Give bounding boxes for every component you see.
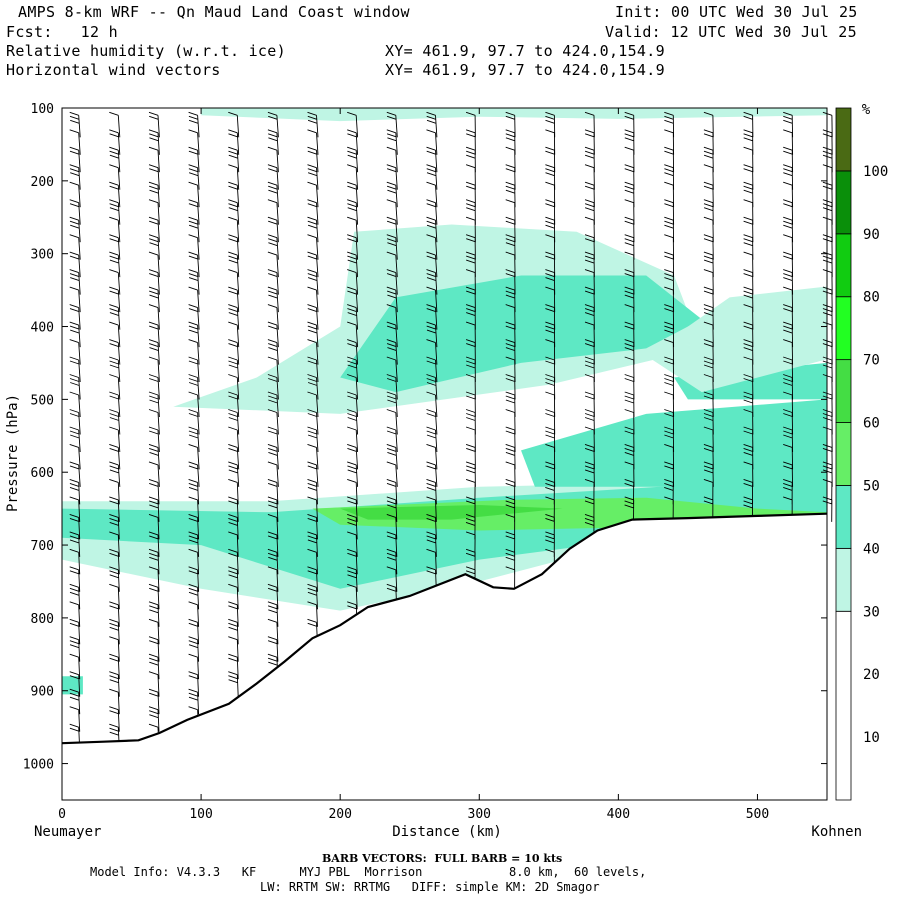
x-tick-label-100: 100	[189, 807, 212, 822]
x-right-label: Kohnen	[811, 824, 862, 840]
axes-layer: 0 100 200 300 400 500 100 200 300 400 500 600 700 800…	[23, 102, 828, 822]
footer-physics: LW: RRTM SW: RRTMG DIFF: simple KM: 2D S…	[260, 880, 600, 894]
colorbar-swatch-7	[835, 170, 852, 235]
header-init: Init: 00 UTC Wed 30 Jul 25	[615, 3, 858, 21]
colorbar-swatch-6	[835, 233, 852, 298]
rh-region-6	[521, 399, 827, 487]
x-tick-label-400: 400	[607, 807, 630, 822]
colorbar-swatch-4	[835, 359, 852, 423]
terrain-fill	[62, 513, 827, 800]
x-left-label: Neumayer	[34, 824, 101, 840]
x-axis-label: Distance (km)	[392, 824, 502, 840]
colorbar-swatch-8	[835, 107, 852, 172]
header-xy2: XY= 461.9, 97.7 to 424.0,154.9	[385, 61, 665, 79]
colorbar-tick-60: 60	[863, 416, 880, 432]
y-tick-label-600: 600	[31, 466, 54, 481]
rh-region-5	[340, 275, 702, 393]
footer-barb-note: BARB VECTORS: FULL BARB = 10 kts	[322, 852, 563, 865]
plot-frame	[61, 107, 828, 801]
colorbar-tick-20: 20	[863, 667, 880, 683]
colorbar-tick-50: 50	[863, 478, 880, 494]
rh-region-8	[646, 286, 827, 393]
header-field2: Horizontal wind vectors	[6, 61, 221, 79]
y-tick-label-500: 500	[31, 393, 54, 408]
x-tick-label-200: 200	[328, 807, 351, 822]
colorbar-tick-70: 70	[863, 353, 880, 369]
header-field1: Relative humidity (w.r.t. ice)	[6, 42, 286, 60]
y-tick-label-400: 400	[31, 321, 54, 336]
colorbar-tick-90: 90	[863, 227, 880, 243]
header-xy1: XY= 461.9, 97.7 to 424.0,154.9	[385, 42, 665, 60]
colorbar-tick-40: 40	[863, 541, 880, 557]
colorbar-tick-80: 80	[863, 290, 880, 306]
header-forecast: Fcst: 12 h	[6, 23, 118, 41]
rh-region-10	[62, 676, 83, 695]
terrain-layer	[61, 512, 828, 800]
colorbar-tick-100: 100	[863, 164, 888, 180]
header-title: AMPS 8-km WRF -- Qn Maud Land Coast wind…	[18, 3, 410, 21]
y-tick-label-300: 300	[31, 248, 54, 263]
y-tick-label-1000: 1000	[23, 758, 54, 773]
y-tick-label-700: 700	[31, 539, 54, 554]
x-tick-label-500: 500	[746, 807, 769, 822]
colorbar-swatch-5	[835, 296, 852, 361]
wind-barb-layer	[69, 111, 833, 750]
y-tick-label-100: 100	[31, 102, 54, 117]
colorbar: 10 20 30 40 50 60 70 80 90 100	[835, 107, 888, 801]
y-tick-label-200: 200	[31, 175, 54, 190]
x-tick-label-300: 300	[468, 807, 491, 822]
colorbar-tick-10: 10	[863, 730, 880, 746]
colorbar-tick-30: 30	[863, 604, 880, 620]
header-valid: Valid: 12 UTC Wed 30 Jul 25	[605, 23, 857, 41]
rh-region-9	[201, 108, 828, 122]
terrain-line	[61, 512, 828, 745]
y-axis-label: Pressure (hPa)	[5, 394, 21, 512]
colorbar-swatch-3	[835, 422, 852, 486]
wind-barbs	[69, 111, 833, 750]
colorbar-swatch-0	[835, 610, 852, 801]
y-tick-label-800: 800	[31, 612, 54, 627]
colorbar-unit: %	[862, 102, 871, 118]
x-tick-label-0: 0	[58, 807, 66, 822]
y-tick-label-900: 900	[31, 685, 54, 700]
colorbar-swatch-1	[835, 547, 852, 612]
footer-model-info: Model Info: V4.3.3 KF MYJ PBL Morrison 8…	[90, 865, 647, 879]
colorbar-swatch-2	[835, 485, 852, 549]
